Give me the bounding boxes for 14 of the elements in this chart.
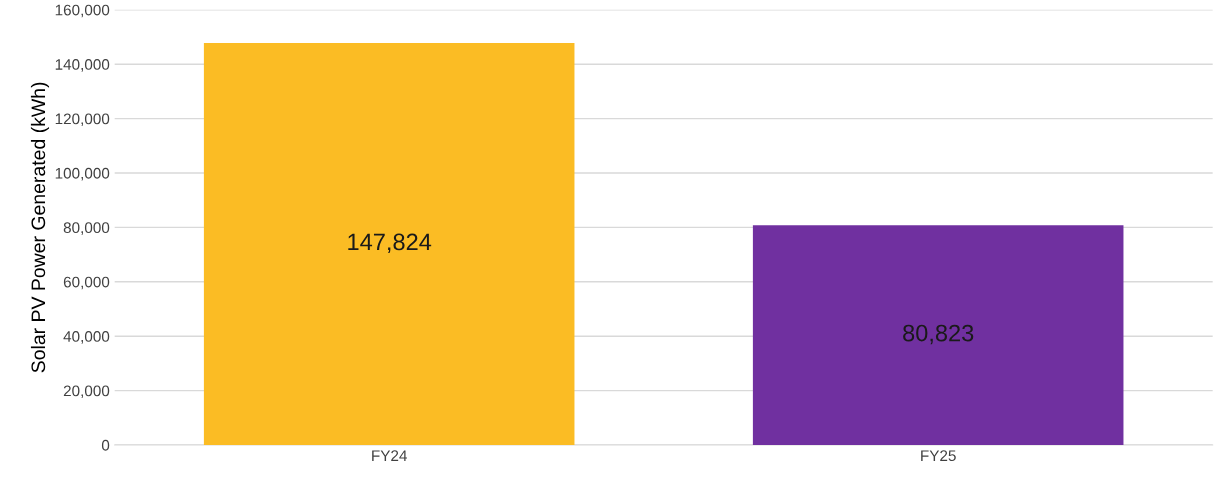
y-tick-label: 120,000 [55, 113, 110, 127]
x-tick-label: FY24 [372, 450, 407, 461]
y-tick-label: 40,000 [63, 331, 110, 344]
y-tick-label: 80,000 [63, 222, 110, 235]
y-tick-label: 160,000 [55, 4, 110, 18]
x-tick-label: FY25 [921, 450, 956, 462]
y-tick-label: 100,000 [55, 167, 110, 181]
y-axis-title: Solar PV Power Generated (kWh) [30, 82, 50, 373]
data-label: 147,824 [348, 233, 432, 254]
y-tick-label: 0 [101, 439, 110, 451]
y-tick-label: 20,000 [63, 385, 110, 399]
y-tick-label: 140,000 [55, 59, 110, 72]
data-label: 80,823 [903, 324, 974, 345]
y-tick-label: 60,000 [63, 276, 110, 290]
